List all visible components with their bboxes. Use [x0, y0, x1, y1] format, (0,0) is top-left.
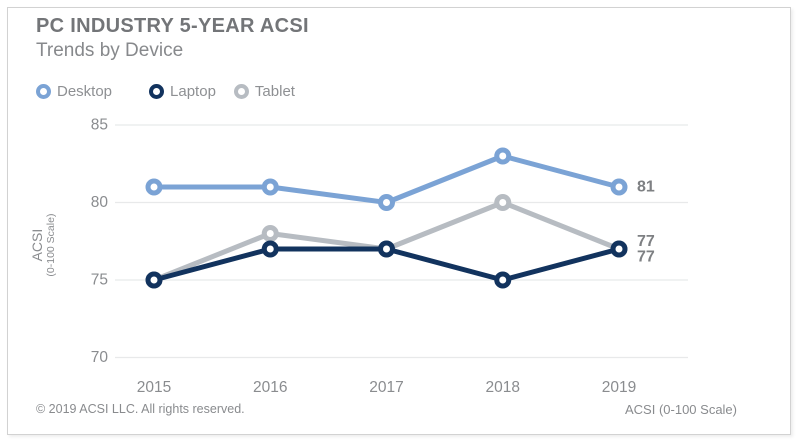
- legend-marker-tablet: [233, 84, 249, 99]
- legend: Desktop Laptop Tablet: [36, 83, 295, 100]
- legend-item-desktop: Desktop: [36, 83, 112, 100]
- y-tick-80: 80: [91, 194, 109, 211]
- legend-item-laptop: Laptop: [149, 83, 216, 100]
- x-tick-2017: 2017: [369, 379, 403, 396]
- data-point-desktop-2015: [145, 178, 163, 196]
- data-point-desktop-2018: [494, 147, 512, 165]
- y-tick-85: 85: [91, 117, 108, 134]
- legend-label-desktop: Desktop: [57, 83, 113, 100]
- chart-subtitle: Trends by Device: [36, 40, 184, 61]
- legend-label-laptop: Laptop: [170, 83, 216, 100]
- chart-title: PC INDUSTRY 5-YEAR ACSI: [36, 15, 309, 37]
- y-tick-70: 70: [91, 349, 109, 366]
- x-tick-2019: 2019: [602, 379, 636, 396]
- data-point-laptop-2018: [494, 271, 512, 289]
- end-label-tablet: 77: [637, 248, 655, 265]
- x-tick-2015: 2015: [137, 379, 171, 396]
- data-point-desktop-2017: [378, 194, 395, 211]
- legend-label-tablet: Tablet: [254, 83, 295, 100]
- data-point-tablet-2016: [261, 225, 279, 242]
- scale-note: ACSI (0-100 Scale): [625, 402, 737, 417]
- legend-marker-laptop: [149, 84, 165, 99]
- x-tick-2016: 2016: [253, 379, 287, 396]
- legend-marker-desktop: [36, 84, 51, 99]
- chart-card: [7, 7, 791, 435]
- end-label-desktop: 81: [637, 179, 655, 196]
- data-point-laptop-2019: [610, 240, 628, 258]
- legend-item-tablet: Tablet: [233, 83, 295, 100]
- x-tick-2018: 2018: [486, 379, 520, 396]
- data-point-laptop-2017: [378, 240, 395, 258]
- data-point-laptop-2015: [145, 271, 163, 289]
- data-point-tablet-2018: [494, 194, 512, 211]
- copyright-text: © 2019 ACSI LLC. All rights reserved.: [36, 402, 245, 416]
- data-point-desktop-2016: [261, 178, 279, 196]
- data-point-desktop-2019: [610, 178, 628, 196]
- end-label-laptop: 77: [637, 233, 655, 250]
- data-point-laptop-2016: [261, 240, 279, 258]
- y-tick-75: 75: [91, 272, 108, 289]
